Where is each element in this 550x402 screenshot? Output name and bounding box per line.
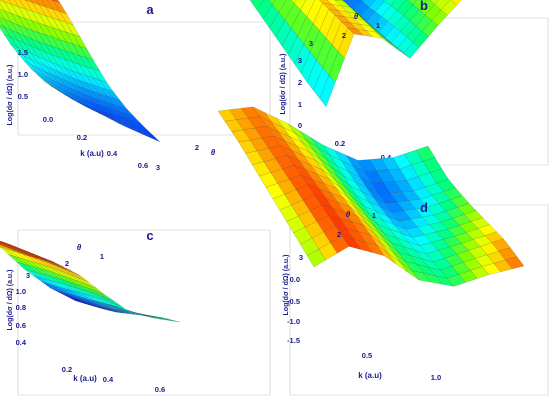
z-tick-label: -0.5 — [287, 297, 300, 306]
surface-cell — [470, 217, 491, 229]
surface-cell — [498, 247, 518, 261]
z-tick-label: -1.0 — [287, 317, 300, 326]
z-axis-label: Log(dσ / dΩ) (a.u.) — [283, 255, 290, 316]
theta-axis-label: θ — [77, 243, 82, 252]
panel-a: a k (a.u) θ Log(dσ / dΩ) (a.u.) 0.0 0.2 0.4 0.6… — [0, 0, 271, 172]
z-tick-label: 0.6 — [16, 321, 26, 330]
surface-cell — [477, 224, 497, 236]
k-tick-label: 1.0 — [431, 373, 441, 382]
z-axis-label: Log(dσ / dΩ) (a.u.) — [7, 270, 14, 331]
theta-tick-label: 2 — [65, 259, 69, 268]
k-tick-label: 0.4 — [381, 153, 392, 162]
surface-cell — [272, 0, 287, 13]
panel-d: d k (a.u) θ Log(dσ / dΩ) (a.u.) 0.5 1.0 3 2 1 0.0… — [217, 106, 549, 396]
surface-cell — [112, 119, 126, 127]
z-tick-label: 1.5 — [18, 48, 28, 57]
z-tick-label: 1.0 — [18, 70, 28, 79]
theta-tick-label: 3 — [26, 271, 30, 280]
z-tick-label: 0.5 — [18, 92, 28, 101]
theta-tick-label: 2 — [195, 143, 199, 152]
surface-b — [249, 0, 462, 108]
k-tick-label: 0.2 — [62, 365, 72, 374]
surface-cell — [440, 0, 457, 16]
k-tick-label: 0.0 — [43, 115, 53, 124]
surface-cell — [422, 157, 443, 173]
surface-a — [0, 0, 161, 143]
z-tick-label: 2 — [298, 78, 302, 87]
z-tick-label: 0.4 — [16, 338, 27, 347]
surface-cell — [434, 0, 451, 11]
surface-cell — [120, 311, 135, 315]
surface-cell — [268, 0, 276, 6]
theta-tick-label: 3 — [156, 163, 160, 172]
theta-tick-label: 3 — [299, 253, 303, 262]
x-axis-label: k (a.u) — [80, 149, 104, 158]
theta-tick-label: 1 — [372, 211, 376, 220]
surface-cell — [505, 256, 525, 270]
panel-frame — [289, 17, 549, 166]
theta-tick-label: 1 — [100, 252, 104, 261]
surface-d — [217, 106, 525, 287]
theta-axis-label: θ — [354, 12, 359, 21]
surface-cell — [146, 132, 161, 143]
surface-cell — [132, 127, 147, 137]
k-tick-label: 0.4 — [103, 375, 114, 384]
surface-cell — [384, 0, 397, 6]
surface-cell — [412, 0, 428, 11]
surface-cell — [294, 0, 307, 11]
surface-cell — [105, 115, 119, 124]
surface-cell — [249, 0, 252, 2]
k-tick-label: 0.2 — [335, 139, 345, 148]
surface-cell — [0, 0, 6, 3]
panel-c: c k (a.u) θ Log(dσ / dΩ) (a.u.) 0.2 0.4 0.6 3 2 1… — [0, 228, 271, 396]
theta-tick-label: 1 — [376, 21, 380, 30]
surface-cell — [0, 241, 2, 243]
surface-cell — [450, 0, 462, 6]
surface-cell — [443, 187, 463, 200]
theta-axis-label: θ — [211, 148, 216, 157]
z-axis-label: Log(dσ / dΩ) (a.u.) — [7, 65, 14, 126]
surface-cell — [360, 0, 365, 2]
panel-frame — [17, 229, 271, 396]
surface-cell — [154, 316, 169, 320]
panel-label: d — [420, 200, 428, 215]
theta-axis-label: θ — [346, 210, 351, 219]
surface-cell — [381, 0, 387, 2]
surface-cell — [125, 312, 141, 316]
theta-tick-label: 2 — [337, 230, 341, 239]
surface-cell — [290, 0, 297, 4]
k-tick-label: 0.2 — [77, 133, 87, 142]
surface-c — [0, 240, 181, 323]
z-tick-label: 1.0 — [16, 287, 26, 296]
panel-label: a — [146, 2, 154, 17]
z-tick-label: 3 — [298, 56, 302, 65]
surface-cell — [278, 0, 295, 21]
z-tick-label: 0.8 — [16, 303, 26, 312]
surface-cell — [407, 0, 417, 5]
surface-cell — [300, 0, 316, 17]
surface-cell — [0, 242, 5, 245]
surface-cell — [0, 245, 6, 249]
surface-cell — [160, 317, 175, 321]
x-axis-label: k (a.u) — [73, 374, 97, 383]
surface-cell — [429, 0, 439, 5]
theta-tick-label: 2 — [342, 31, 346, 40]
surface-cell — [368, 0, 385, 12]
z-tick-label: 0 — [298, 121, 302, 130]
surface-cell — [165, 319, 181, 323]
panel-label: c — [146, 228, 153, 243]
z-tick-label: 1 — [298, 100, 302, 109]
z-axis-label: Log(dσ / dΩ) (a.u.) — [280, 54, 287, 115]
z-tick-label: 0.0 — [290, 275, 300, 284]
k-tick-label: 0.4 — [107, 149, 118, 158]
x-axis-label: k (a.u) — [358, 371, 382, 380]
k-tick-label: 0.6 — [155, 385, 165, 394]
panel-label: b — [420, 0, 428, 13]
z-tick-label: -1.5 — [287, 336, 300, 345]
k-tick-label: 0.5 — [362, 351, 372, 360]
k-tick-label: 0.6 — [138, 161, 148, 170]
theta-tick-label: 3 — [309, 39, 313, 48]
